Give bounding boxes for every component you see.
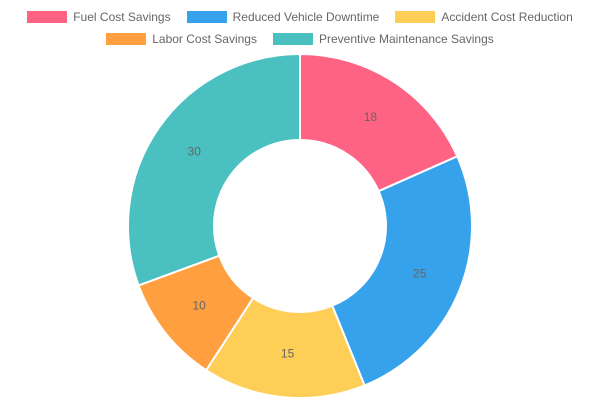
legend-item-preventive-maintenance-savings[interactable]: Preventive Maintenance Savings — [272, 32, 494, 46]
data-label-reduced-vehicle-downtime: 25 — [413, 267, 427, 281]
slice-reduced-vehicle-downtime[interactable] — [330, 155, 473, 387]
legend-label: Labor Cost Savings — [152, 32, 257, 46]
legend-item-labor-cost-savings[interactable]: Labor Cost Savings — [106, 32, 257, 46]
legend-item-reduced-vehicle-downtime[interactable]: Reduced Vehicle Downtime — [186, 10, 380, 24]
legend-item-fuel-cost-savings[interactable]: Fuel Cost Savings — [27, 10, 171, 24]
legend-label: Preventive Maintenance Savings — [318, 32, 494, 46]
legend-swatch — [186, 11, 227, 23]
chart-legend: Fuel Cost Savings Reduced Vehicle Downti… — [0, 0, 600, 50]
legend-label: Reduced Vehicle Downtime — [232, 10, 380, 24]
legend-label: Accident Cost Reduction — [441, 10, 573, 24]
legend-swatch — [395, 11, 436, 23]
slice-accident-cost-reduction[interactable] — [204, 296, 366, 399]
legend-swatch — [106, 33, 147, 45]
legend-row-1: Fuel Cost Savings Reduced Vehicle Downti… — [0, 6, 600, 28]
data-label-fuel-cost-savings: 18 — [364, 110, 378, 124]
data-label-preventive-maintenance-savings: 30 — [188, 144, 202, 158]
slice-preventive-maintenance-savings[interactable] — [127, 52, 301, 287]
data-label-accident-cost-reduction: 15 — [281, 347, 295, 361]
legend-row-2: Labor Cost Savings Preventive Maintenanc… — [0, 28, 600, 50]
legend-label: Fuel Cost Savings — [73, 10, 171, 24]
data-label-labor-cost-savings: 10 — [192, 299, 206, 313]
legend-swatch — [27, 11, 68, 23]
legend-item-accident-cost-reduction[interactable]: Accident Cost Reduction — [395, 10, 573, 24]
legend-swatch — [272, 33, 313, 45]
slice-fuel-cost-savings[interactable] — [299, 52, 459, 193]
